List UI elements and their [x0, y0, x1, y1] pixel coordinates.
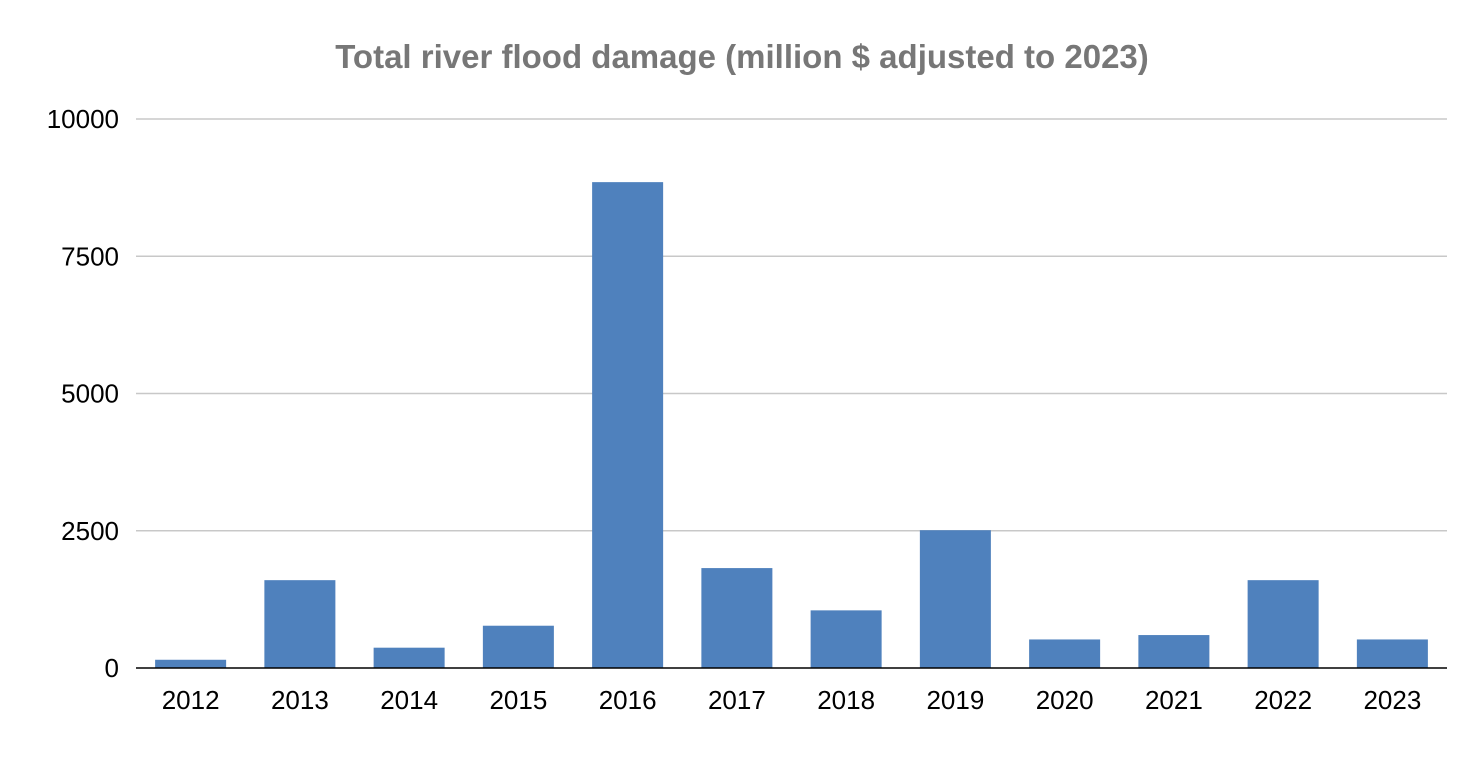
x-tick-label: 2022 — [1254, 685, 1312, 715]
bar-2018 — [810, 610, 882, 668]
x-tick-label: 2013 — [271, 685, 329, 715]
bar-2020 — [1029, 639, 1101, 668]
x-tick-label: 2020 — [1036, 685, 1094, 715]
bar-2013 — [264, 580, 336, 668]
x-tick-labels: 2012 2013 2014 2015 2016 2017 2018 2019 2020 2021… — [162, 685, 1422, 715]
y-tick-labels: 0 2500 5000 7500 10000 — [47, 104, 119, 683]
bars — [155, 182, 1428, 668]
x-tick-label: 2012 — [162, 685, 220, 715]
y-tick-label: 5000 — [61, 379, 119, 409]
bar-2016 — [592, 182, 664, 668]
chart-title: Total river flood damage (million $ adju… — [335, 38, 1149, 75]
bar-2012 — [155, 659, 227, 668]
x-tick-label: 2019 — [926, 685, 984, 715]
x-tick-label: 2018 — [817, 685, 875, 715]
x-tick-label: 2016 — [599, 685, 657, 715]
bar-2019 — [919, 530, 991, 668]
x-tick-label: 2021 — [1145, 685, 1203, 715]
y-tick-label: 7500 — [61, 241, 119, 271]
bar-2014 — [373, 647, 445, 668]
bar-2022 — [1247, 580, 1319, 668]
gridlines — [136, 118, 1447, 532]
y-tick-label: 10000 — [47, 104, 119, 134]
bar-2015 — [482, 625, 554, 668]
bar-2021 — [1138, 635, 1210, 668]
x-tick-label: 2023 — [1363, 685, 1421, 715]
y-tick-label: 2500 — [61, 516, 119, 546]
x-tick-label: 2017 — [708, 685, 766, 715]
bar-2017 — [701, 568, 773, 668]
x-tick-label: 2015 — [489, 685, 547, 715]
bar-2023 — [1356, 639, 1428, 668]
y-tick-label: 0 — [105, 653, 119, 683]
x-tick-label: 2014 — [380, 685, 438, 715]
